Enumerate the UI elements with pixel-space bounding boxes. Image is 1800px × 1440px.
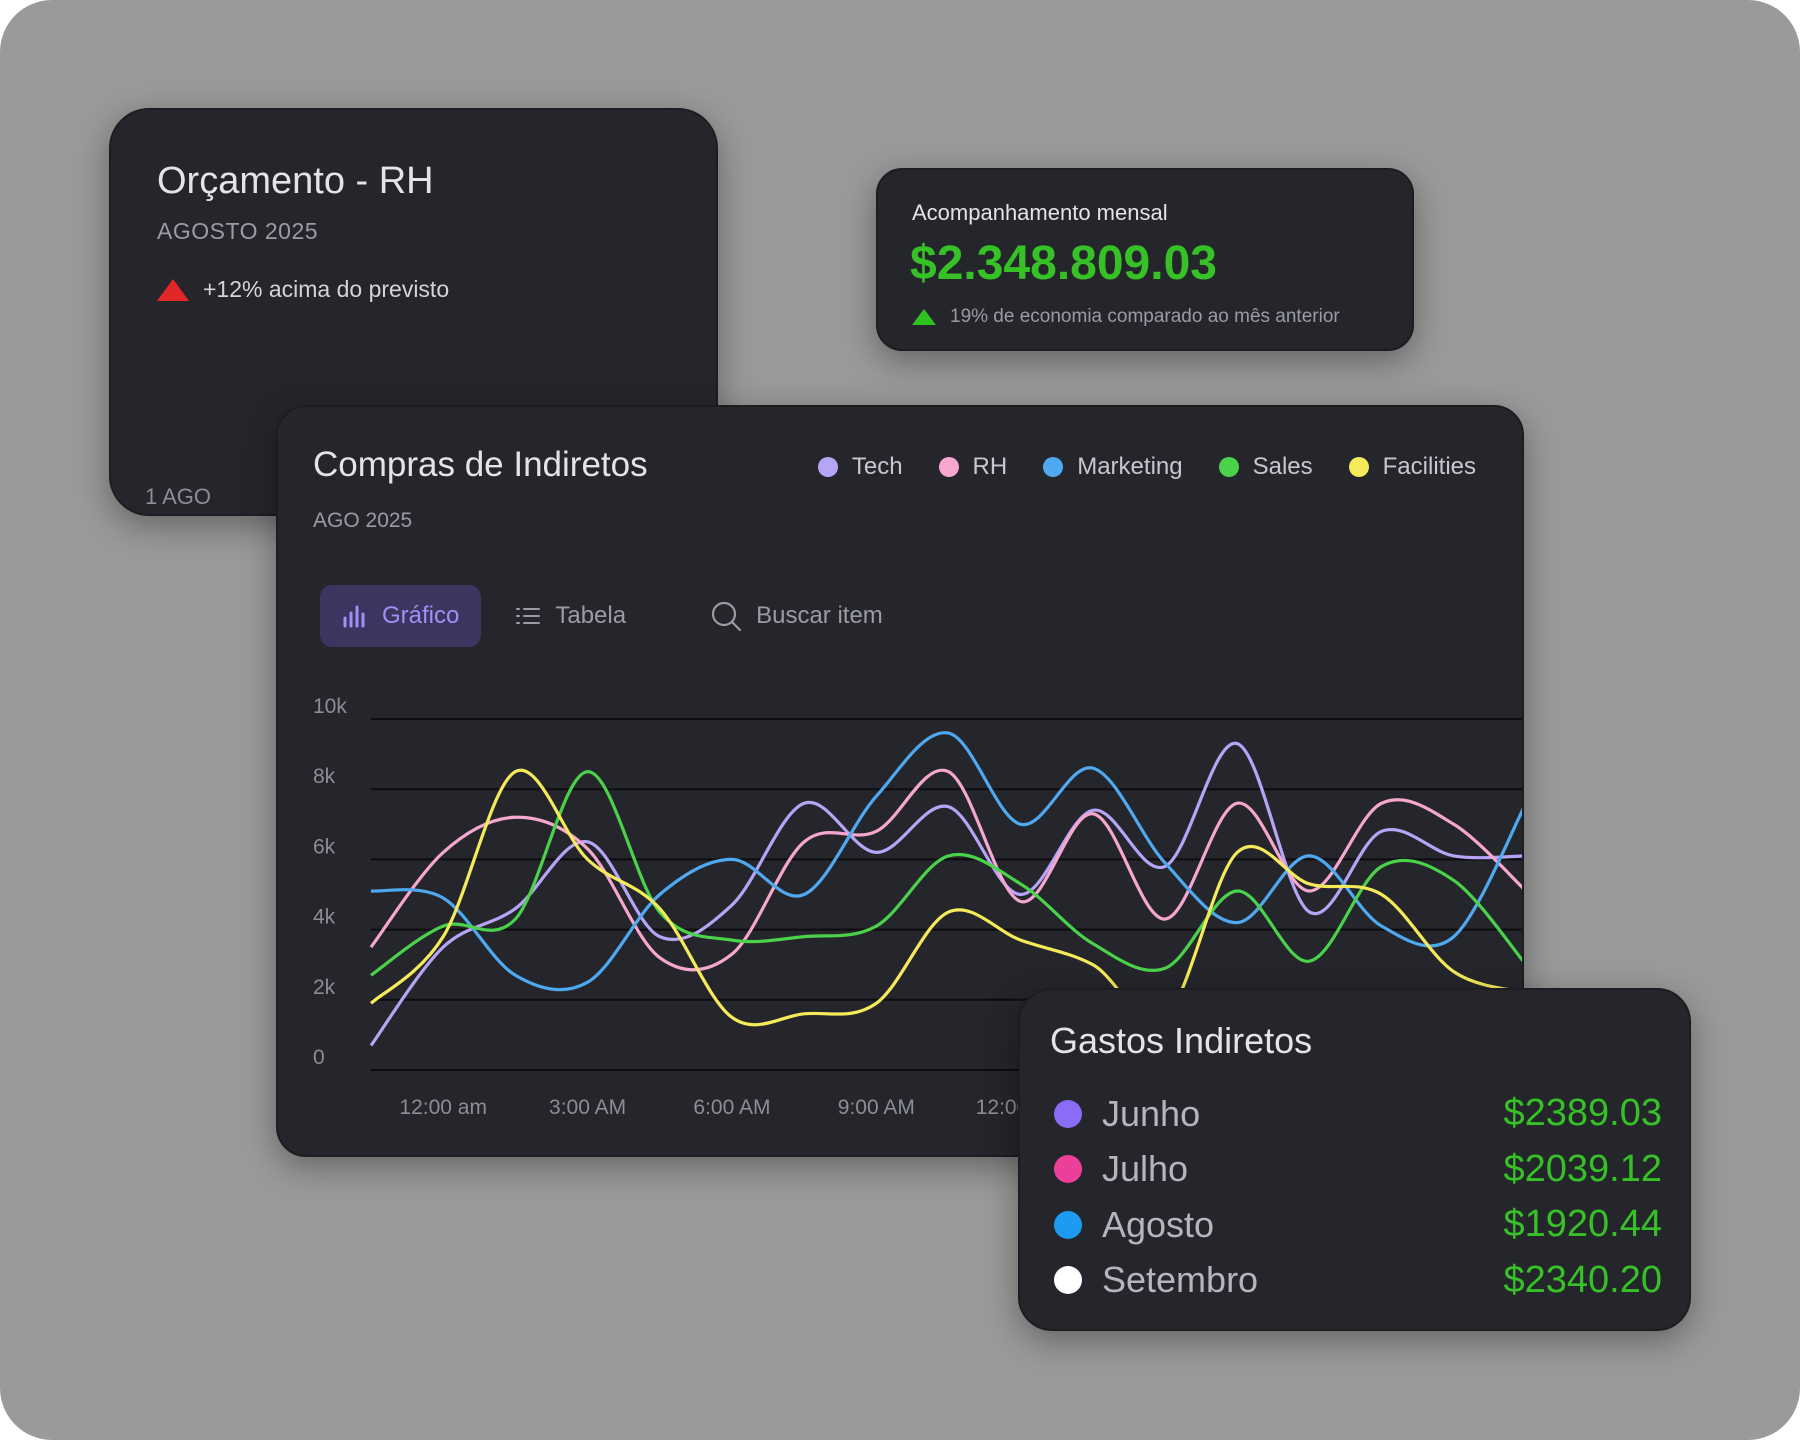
legend-item: Marketing bbox=[1043, 453, 1183, 481]
month-color-dot bbox=[1054, 1099, 1082, 1128]
monthly-value: $2.348.809.03 bbox=[910, 237, 1217, 290]
expenses-list: Junho $2389.03 Julho $2039.12 Agosto $19… bbox=[1054, 1086, 1662, 1308]
chart-view-button[interactable]: Gráfico bbox=[320, 585, 482, 647]
legend-label: RH bbox=[972, 453, 1008, 480]
table-view-button[interactable]: Tabela bbox=[515, 602, 626, 630]
x-tick-label: 12:00 am bbox=[399, 1096, 487, 1119]
x-tick-label: 6:00 AM bbox=[693, 1096, 770, 1119]
legend-item: Sales bbox=[1218, 453, 1313, 481]
legend-dot bbox=[1348, 457, 1369, 477]
list-item: Setembro $2340.20 bbox=[1054, 1253, 1662, 1309]
month-name: Julho bbox=[1102, 1148, 1189, 1190]
y-tick-label: 4k bbox=[313, 906, 336, 929]
month-value: $1920.44 bbox=[1503, 1203, 1663, 1246]
y-tick-label: 2k bbox=[313, 976, 336, 999]
chart-legend: Tech RH Marketing Sales Facilities bbox=[782, 453, 1476, 481]
search-icon bbox=[711, 601, 742, 632]
legend-label: Marketing bbox=[1077, 453, 1183, 480]
search-placeholder: Buscar item bbox=[756, 602, 883, 629]
month-color-dot bbox=[1054, 1210, 1082, 1239]
legend-dot bbox=[1043, 457, 1064, 477]
y-tick-label: 0 bbox=[313, 1046, 325, 1069]
x-tick-label: 9:00 AM bbox=[838, 1096, 915, 1119]
list-item: Julho $2039.12 bbox=[1054, 1142, 1662, 1198]
month-value: $2340.20 bbox=[1503, 1258, 1663, 1301]
monthly-label: Acompanhamento mensal bbox=[912, 200, 1168, 225]
bar-chart-icon bbox=[343, 605, 365, 628]
budget-trend: +12% acima do previsto bbox=[157, 276, 449, 303]
legend-dot bbox=[1218, 457, 1239, 477]
trend-up-icon bbox=[912, 309, 936, 325]
indirect-expenses-card: Gastos Indiretos Junho $2389.03 Julho $2… bbox=[1018, 988, 1691, 1331]
month-color-dot bbox=[1054, 1155, 1082, 1184]
series-line-marketing bbox=[370, 731, 1522, 992]
month-value: $2039.12 bbox=[1503, 1147, 1663, 1190]
monthly-tracking-card: Acompanhamento mensal $2.348.809.03 19% … bbox=[876, 168, 1414, 351]
series-line-facilities bbox=[369, 768, 1522, 1027]
monthly-trend-text: 19% de economia comparado ao mês anterio… bbox=[950, 306, 1340, 327]
legend-label: Tech bbox=[851, 453, 903, 480]
monthly-trend: 19% de economia comparado ao mês anterio… bbox=[912, 306, 1340, 328]
expenses-title: Gastos Indiretos bbox=[1050, 1020, 1313, 1061]
y-tick-label: 8k bbox=[313, 765, 336, 788]
month-name: Agosto bbox=[1102, 1203, 1215, 1245]
budget-title: Orçamento - RH bbox=[157, 160, 434, 202]
list-icon bbox=[516, 608, 541, 624]
list-item: Agosto $1920.44 bbox=[1054, 1197, 1662, 1253]
legend-item: RH bbox=[938, 453, 1008, 481]
series-line-rh bbox=[369, 768, 1522, 972]
legend-label: Sales bbox=[1252, 453, 1313, 480]
month-color-dot bbox=[1054, 1266, 1082, 1295]
main-chart-subtitle: AGO 2025 bbox=[313, 509, 413, 532]
list-item: Junho $2389.03 bbox=[1054, 1086, 1662, 1142]
legend-item: Facilities bbox=[1348, 453, 1476, 481]
legend-label: Facilities bbox=[1382, 453, 1476, 480]
series-line-sales bbox=[370, 770, 1522, 977]
budget-subtitle: AGOSTO 2025 bbox=[157, 218, 319, 244]
month-value: $2389.03 bbox=[1503, 1092, 1663, 1135]
indirect-purchases-card: Compras de Indiretos AGO 2025 Tech RH Mark… bbox=[276, 405, 1524, 1157]
view-toolbar: Gráfico Tabela Buscar item bbox=[320, 585, 883, 647]
y-tick-label: 10k bbox=[313, 697, 347, 718]
main-chart-title: Compras de Indiretos bbox=[313, 445, 648, 484]
budget-axis-start-label: 1 AGO bbox=[145, 484, 212, 509]
month-name: Setembro bbox=[1102, 1259, 1259, 1301]
legend-item: Tech bbox=[817, 453, 903, 481]
table-view-label: Tabela bbox=[555, 602, 627, 629]
legend-dot bbox=[817, 457, 838, 477]
chart-view-label: Gráfico bbox=[382, 602, 460, 629]
x-tick-label: 3:00 AM bbox=[549, 1096, 626, 1119]
budget-trend-text: +12% acima do previsto bbox=[203, 276, 450, 302]
search-input[interactable]: Buscar item bbox=[710, 600, 883, 632]
legend-dot bbox=[938, 457, 959, 477]
month-name: Junho bbox=[1102, 1092, 1201, 1134]
trend-up-icon bbox=[157, 278, 189, 301]
y-tick-label: 6k bbox=[313, 835, 336, 858]
